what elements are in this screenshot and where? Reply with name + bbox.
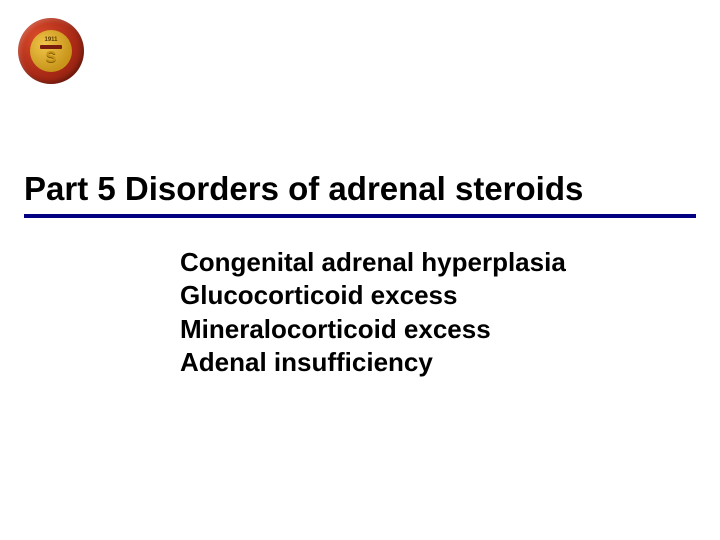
title-underline (24, 214, 696, 218)
list-item: Glucocorticoid excess (180, 279, 566, 312)
slide-title-block: Part 5 Disorders of adrenal steroids (24, 170, 696, 218)
content-list: Congenital adrenal hyperplasia Glucocort… (180, 246, 566, 379)
list-item: Adenal insufficiency (180, 346, 566, 379)
list-item: Mineralocorticoid excess (180, 313, 566, 346)
logo-banner (40, 45, 62, 49)
list-item: Congenital adrenal hyperplasia (180, 246, 566, 279)
logo-year-text: 1911 (44, 37, 57, 43)
slide-title: Part 5 Disorders of adrenal steroids (24, 170, 696, 214)
logo-outer-ring: 1911 S (18, 18, 84, 84)
logo-inner-disc: 1911 S (30, 30, 72, 72)
institution-logo: 1911 S (18, 18, 84, 84)
logo-letter-s: S (46, 50, 57, 66)
